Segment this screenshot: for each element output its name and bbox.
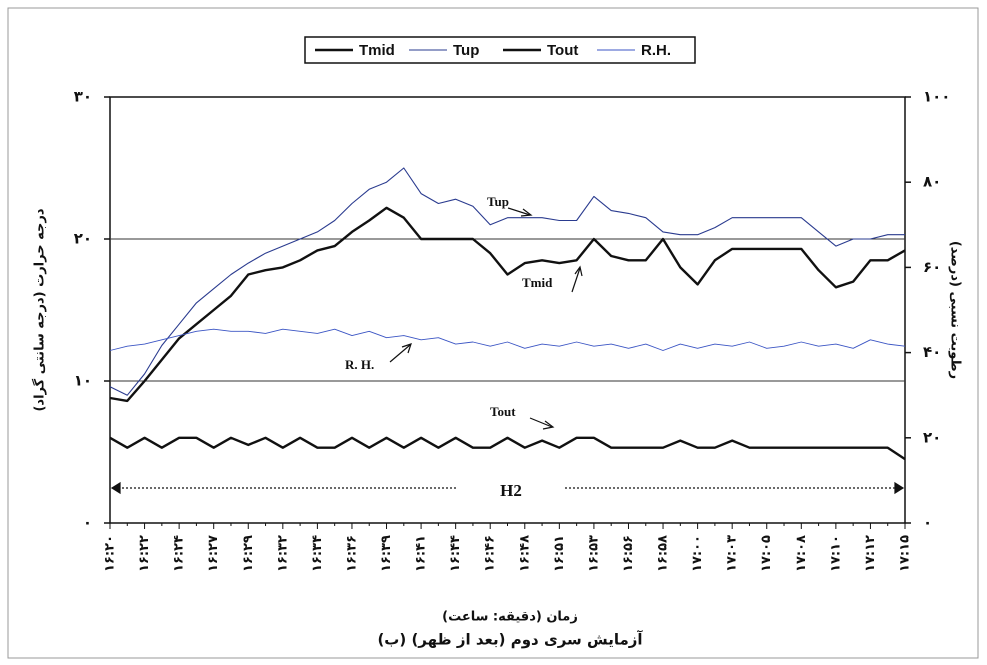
- legend-label: R.H.: [641, 42, 671, 59]
- x-tick-label: ۱۷:۱۲: [863, 535, 878, 572]
- y2-tick-label: ۱۰۰: [923, 88, 950, 106]
- series-line: [109, 167, 905, 396]
- page-frame: [7, 7, 979, 659]
- series-line: [109, 206, 906, 403]
- x-tick-label: ۱۶:۵۳: [586, 535, 601, 572]
- x-tick-label: ۱۶:۴۸: [517, 535, 532, 572]
- legend-label: Tout: [547, 42, 578, 59]
- y2-tick-label: ۲۰: [923, 428, 941, 446]
- arrow: [507, 207, 531, 216]
- y-axis-label: درجه حرارت (درجه سانتی گراد): [32, 208, 48, 411]
- annotation: H2: [500, 481, 522, 500]
- x-tick-label: ۱۶:۴۶: [483, 535, 498, 572]
- y-tick-label: ۲۰: [74, 230, 92, 248]
- annotation: Tout: [490, 404, 516, 419]
- x-tick-label: ۱۶:۲۷: [206, 535, 221, 572]
- y-tick-label: ۳۰: [74, 88, 92, 106]
- x-axis-label: زمان (دقیقه: ساعت): [442, 610, 578, 625]
- y-tick-label: ۰: [83, 514, 92, 532]
- x-tick-label: ۱۶:۲۰: [103, 535, 118, 572]
- annotation: R. H.: [345, 357, 374, 372]
- series-line: [109, 436, 906, 461]
- series-line: [109, 328, 906, 351]
- y2-tick-label: ۸۰: [923, 173, 941, 191]
- legend-label: Tmid: [359, 42, 395, 59]
- x-tick-label: ۱۶:۲۴: [172, 535, 187, 572]
- x-tick-label: ۱۷:۰۵: [759, 535, 774, 572]
- annotation-arrows: [110, 207, 905, 495]
- y2-axis-label: رطوبت نسبی (درصد): [948, 241, 963, 379]
- legend-label: Tup: [453, 42, 479, 59]
- x-tick-label: ۱۶:۲۹: [241, 535, 256, 572]
- annotation: Tup: [487, 194, 509, 209]
- arrow: [389, 344, 411, 363]
- arrow-head: [894, 481, 905, 495]
- x-tick-label: ۱۷:۰۸: [794, 535, 809, 572]
- arrow-head: [110, 481, 121, 495]
- x-tick-label: ۱۶:۳۶: [344, 535, 359, 572]
- x-tick-label: ۱۶:۵۶: [621, 535, 636, 572]
- x-tick-label: ۱۶:۲۲: [137, 535, 152, 572]
- arrow-head: [542, 420, 555, 430]
- x-tick-label: ۱۶:۳۴: [310, 535, 325, 572]
- caption: (ب) آزمایش سری دوم (بعد از ظهر): [377, 631, 643, 649]
- arrow: [529, 417, 553, 428]
- y-tick-label: ۱۰: [74, 372, 92, 390]
- y2-tick-label: ۰: [923, 514, 932, 532]
- x-tick-label: ۱۷:۰۰: [690, 535, 705, 572]
- arrow-head: [401, 343, 412, 354]
- x-tick-label: ۱۶:۳۲: [275, 535, 290, 572]
- x-tick-label: ۱۶:۳۹: [379, 535, 394, 572]
- plot-frame: [109, 96, 906, 524]
- x-tick-label: ۱۷:۱۰: [828, 535, 843, 572]
- annotation: Tmid: [522, 275, 553, 290]
- arrow-head: [520, 208, 533, 217]
- y2-tick-label: ۴۰: [923, 343, 941, 361]
- x-tick-label: ۱۷:۱۵: [898, 535, 913, 572]
- arrow: [571, 267, 581, 293]
- x-tick-label: ۱۶:۴۴: [448, 535, 463, 572]
- x-tick-label: ۱۶:۴۱: [414, 535, 429, 572]
- y2-tick-label: ۶۰: [923, 258, 941, 276]
- arrow-head: [574, 265, 583, 277]
- x-tick-label: ۱۶:۵۱: [552, 535, 567, 572]
- x-tick-label: ۱۷:۰۳: [725, 535, 740, 572]
- x-tick-label: ۱۶:۵۸: [656, 535, 671, 572]
